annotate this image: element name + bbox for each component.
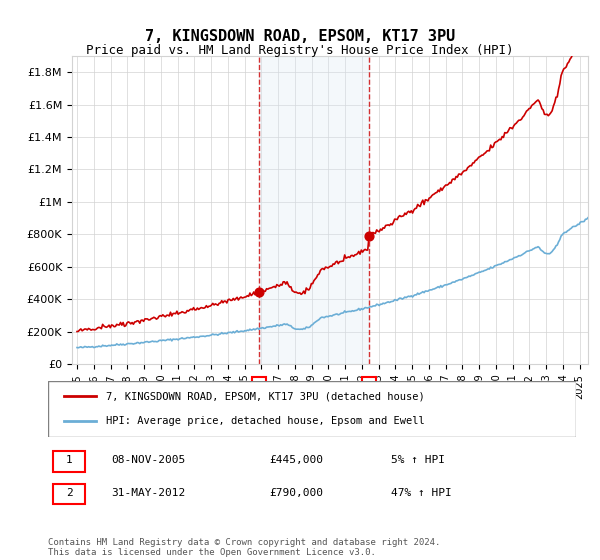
Text: 31-MAY-2012: 31-MAY-2012 xyxy=(112,488,185,498)
FancyBboxPatch shape xyxy=(48,381,576,437)
Text: 08-NOV-2005: 08-NOV-2005 xyxy=(112,455,185,465)
Point xyxy=(254,287,264,296)
Text: 47% ↑ HPI: 47% ↑ HPI xyxy=(391,488,452,498)
Text: 5% ↑ HPI: 5% ↑ HPI xyxy=(391,455,445,465)
Text: £790,000: £790,000 xyxy=(270,488,324,498)
FancyBboxPatch shape xyxy=(53,451,85,472)
Text: 2: 2 xyxy=(365,381,373,391)
Text: 1: 1 xyxy=(66,455,73,465)
Text: £445,000: £445,000 xyxy=(270,455,324,465)
Point xyxy=(364,231,374,240)
Text: 7, KINGSDOWN ROAD, EPSOM, KT17 3PU (detached house): 7, KINGSDOWN ROAD, EPSOM, KT17 3PU (deta… xyxy=(106,391,425,402)
Text: 7, KINGSDOWN ROAD, EPSOM, KT17 3PU: 7, KINGSDOWN ROAD, EPSOM, KT17 3PU xyxy=(145,29,455,44)
Text: 2: 2 xyxy=(66,488,73,498)
Text: 1: 1 xyxy=(256,381,262,391)
Text: HPI: Average price, detached house, Epsom and Ewell: HPI: Average price, detached house, Epso… xyxy=(106,416,425,426)
Bar xyxy=(259,56,369,364)
Text: Price paid vs. HM Land Registry's House Price Index (HPI): Price paid vs. HM Land Registry's House … xyxy=(86,44,514,57)
Text: Contains HM Land Registry data © Crown copyright and database right 2024.
This d: Contains HM Land Registry data © Crown c… xyxy=(48,538,440,557)
FancyBboxPatch shape xyxy=(53,484,85,504)
